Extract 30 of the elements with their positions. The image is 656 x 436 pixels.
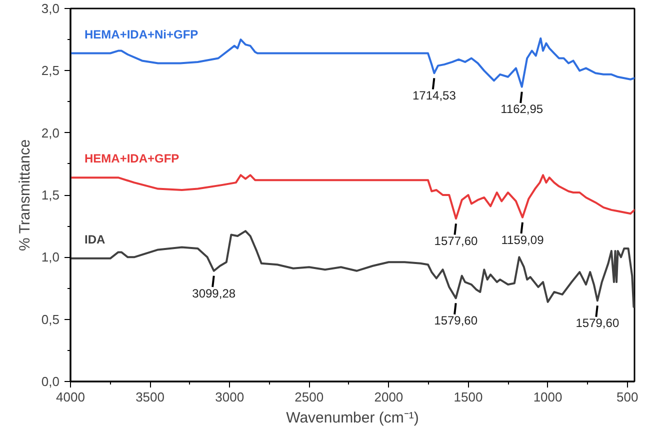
annotation: 1714,53 — [412, 88, 456, 103]
annotation: 1579,60 — [576, 316, 620, 330]
line-series — [70, 37, 634, 88]
y-tick-label: 0,0 — [41, 374, 60, 389]
y-tick-label: 1,0 — [41, 250, 60, 265]
x-tick-label: 3500 — [136, 390, 165, 404]
x-tick-label: 2000 — [374, 390, 404, 404]
x-tick-label: 3000 — [215, 390, 244, 404]
series-label: HEMA+IDA+GFP — [84, 152, 180, 166]
series-label: HEMA+IDA+Ni+GFP — [84, 27, 198, 42]
x-tick-label: 500 — [616, 390, 638, 404]
y-tick-label: 2,5 — [41, 63, 60, 78]
x-tick-label: 4000 — [56, 390, 85, 404]
line-series — [70, 230, 634, 308]
y-tick-label: 1,5 — [41, 188, 60, 202]
x-tick-label: 1500 — [454, 390, 483, 404]
x-tick-label: 1000 — [533, 390, 562, 404]
y-tick-label: 2,0 — [41, 125, 60, 140]
annotation: 1162,95 — [500, 102, 544, 116]
y-tick-label: 0,5 — [41, 312, 60, 327]
annotation: 1579,60 — [434, 314, 478, 328]
annotation: 1577,60 — [434, 234, 478, 248]
series-label: IDA — [84, 232, 106, 246]
annotation: 3099,28 — [192, 286, 236, 300]
x-tick-label: 2500 — [294, 390, 324, 404]
y-tick-label: 3,0 — [41, 1, 60, 16]
line-series — [70, 174, 634, 220]
x-axis-title: Wavenumber (cm⁻¹) — [286, 410, 419, 426]
y-axis-title: % Transmittance — [16, 139, 34, 251]
annotation: 1159,09 — [501, 232, 544, 247]
